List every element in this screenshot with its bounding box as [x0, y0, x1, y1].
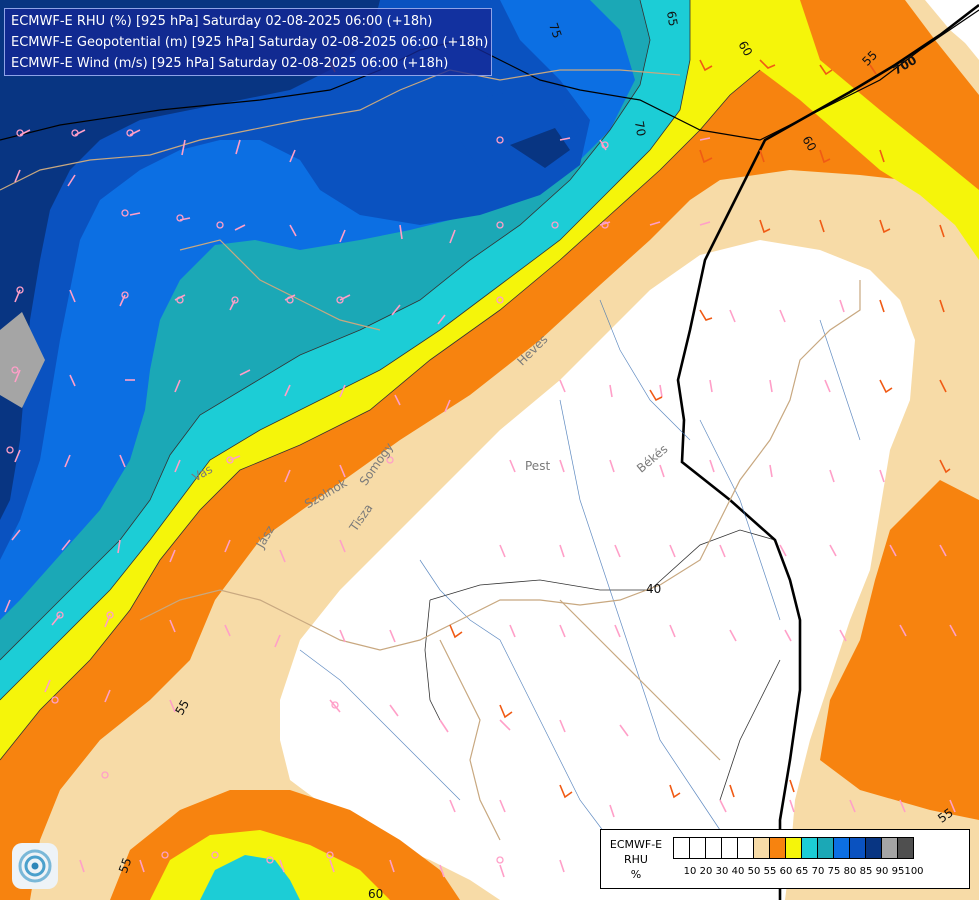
legend-swatch: [801, 837, 818, 859]
geopotential-700-line: [676, 3, 979, 900]
legend-tick-label: 70: [811, 866, 825, 877]
rhu-90-95-area: [0, 312, 45, 408]
contour-label-60-top: 60: [735, 38, 755, 58]
rhu-65-70-patch-south: [200, 855, 300, 900]
title-rhu: ECMWF-E RHU (%) [925 hPa] Saturday 02-08…: [11, 14, 433, 29]
legend-tick-label: 40: [731, 866, 745, 877]
legend-swatch: [753, 837, 770, 859]
legend-tick-label: 50: [747, 866, 761, 877]
wind-barbs: [4, 59, 957, 878]
legend-title: ECMWF-E RHU %: [603, 837, 669, 882]
title-wind: ECMWF-E Wind (m/s) [925 hPa] Saturday 02…: [11, 56, 449, 71]
contour-label-55-left: 55: [172, 697, 192, 717]
legend-swatch: [705, 837, 722, 859]
legend-swatch: [833, 837, 850, 859]
map-title-box: ECMWF-E RHU (%) [925 hPa] Saturday 02-08…: [4, 8, 492, 76]
contour-label-60-right: 60: [799, 133, 819, 153]
legend-tick-label: 20: [699, 866, 713, 877]
legend-swatch: [785, 837, 802, 859]
legend-tick-label: 100: [904, 866, 924, 877]
borders: [0, 69, 861, 841]
ecmwf-swirl-icon: [12, 843, 58, 889]
legend-tick-label: 90: [875, 866, 889, 877]
rivers: [299, 299, 861, 881]
legend-swatch: [721, 837, 738, 859]
rhu-85-90-patch: [510, 128, 570, 168]
calm-wind-markers: [6, 129, 624, 884]
legend-unit: %: [630, 868, 642, 881]
legend-model: ECMWF-E: [609, 838, 663, 851]
geopotential-line-north: [0, 9, 979, 141]
legend-swatch: [865, 837, 882, 859]
legend-variable: RHU: [624, 853, 648, 866]
title-geopotential: ECMWF-E Geopotential (m) [925 hPa] Satur…: [11, 35, 489, 50]
legend-swatch: [897, 837, 914, 859]
legend-swatch: [849, 837, 866, 859]
rhu-85-90-area: [0, 0, 380, 520]
legend-tick-label: 80: [843, 866, 857, 877]
contour-label-40: 40: [646, 582, 661, 596]
legend-swatches: [673, 837, 914, 859]
rhu-55-60-patch-east: [820, 480, 979, 820]
legend-tick-label: 30: [715, 866, 729, 877]
legend-swatch: [769, 837, 786, 859]
legend-tick-label: 85: [859, 866, 873, 877]
contour-label-75: 75: [546, 21, 564, 40]
legend-swatch: [673, 837, 690, 859]
legend-tick-label: 75: [827, 866, 841, 877]
contour-label-65: 65: [664, 10, 680, 27]
legend-tick-label: 95: [891, 866, 905, 877]
legend-swatch: [817, 837, 834, 859]
place-label-pest: Pest: [525, 459, 550, 473]
rhu-legend: ECMWF-E RHU % 10 20 30 40 50 55 60 65 70 75 80 85 90…: [600, 829, 970, 889]
legend-tick-label: 55: [763, 866, 777, 877]
legend-swatch: [881, 837, 898, 859]
legend-tick-label: 65: [795, 866, 809, 877]
contour-label-70: 70: [632, 120, 648, 137]
rhu-80-85-area: [0, 0, 590, 560]
contour-label-60-bottom: 60: [368, 887, 383, 900]
rhu-dry-area: [280, 240, 915, 900]
contour-label-55-bottom: 55: [116, 856, 134, 875]
legend-tick-label: 60: [779, 866, 793, 877]
legend-swatch: [689, 837, 706, 859]
legend-tick-label: 10: [683, 866, 697, 877]
contour-lines: [0, 0, 781, 801]
legend-swatch: [737, 837, 754, 859]
